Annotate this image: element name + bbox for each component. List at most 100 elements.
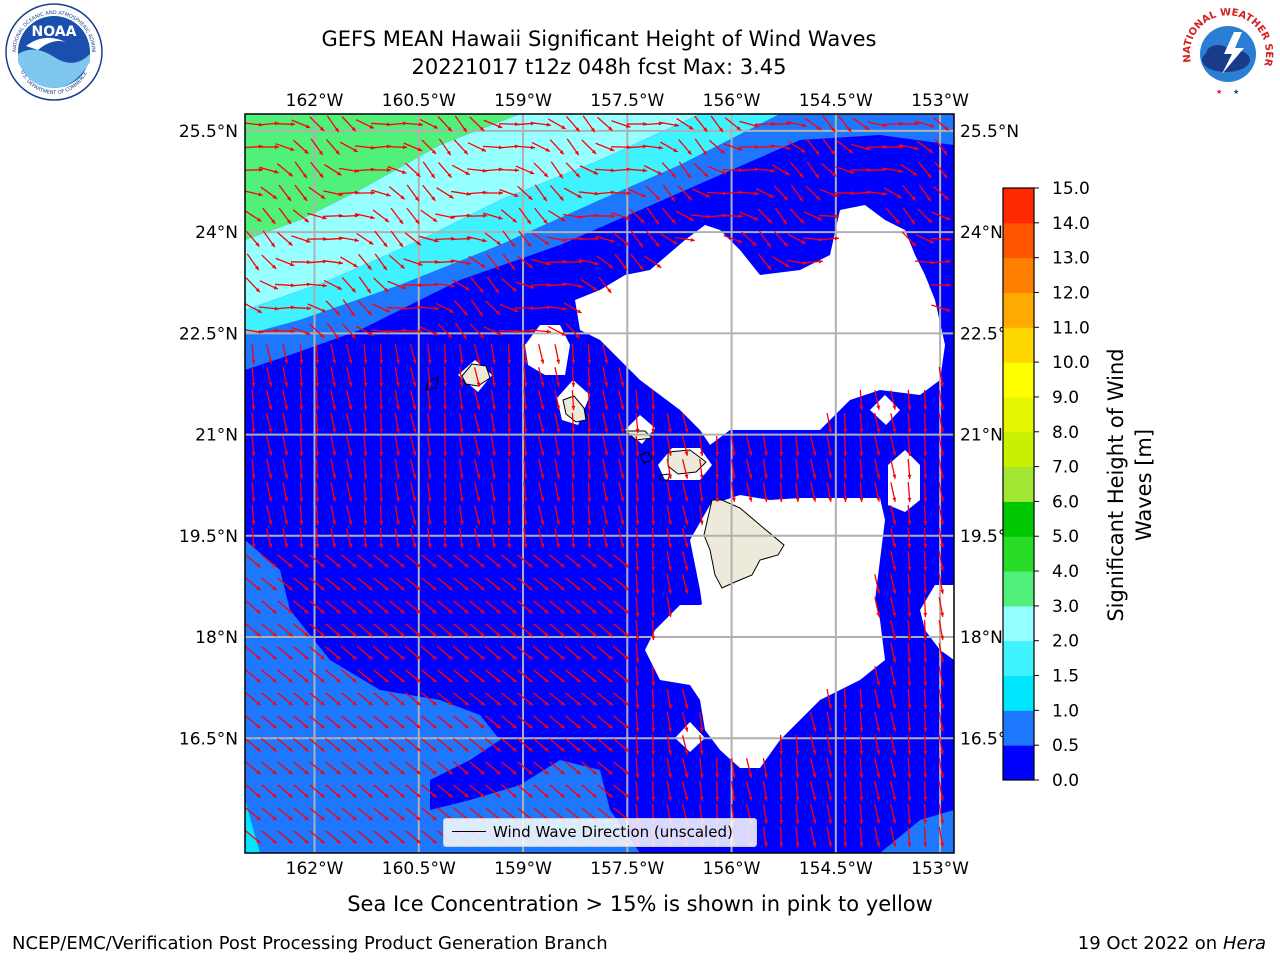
wind-wave-arrowhead: [416, 241, 421, 246]
wind-wave-arrowhead: [946, 283, 951, 288]
wind-wave-arrowhead: [507, 474, 512, 479]
wind-wave-arrowhead: [748, 773, 753, 778]
map-title: GEFS MEAN Hawaii Significant Height of W…: [321, 27, 877, 51]
wind-wave-arrowhead: [256, 816, 261, 821]
wind-wave-arrowhead: [299, 520, 304, 525]
wind-wave-arrowhead: [480, 263, 486, 268]
wind-wave-arrowhead: [763, 451, 768, 456]
wind-wave-arrowhead: [942, 173, 947, 179]
wind-wave-arrowhead: [812, 750, 817, 755]
wind-wave-arrowhead: [256, 586, 261, 591]
wind-wave-arrowhead: [462, 334, 467, 340]
wind-wave-arrowhead: [540, 451, 545, 456]
wind-wave-arrowhead: [432, 770, 437, 775]
lat-label-left: 18°N: [195, 628, 238, 648]
wind-wave-arrowhead: [815, 150, 820, 155]
wind-wave-arrowhead: [578, 284, 583, 289]
wind-wave-arrowhead: [684, 451, 689, 456]
wind-wave-arrowhead: [843, 474, 848, 479]
wind-wave-arrowhead: [560, 793, 565, 798]
wind-wave-arrowhead: [268, 359, 273, 364]
wind-wave-arrowhead: [720, 149, 725, 154]
wind-wave-arrowhead: [492, 359, 496, 364]
wind-wave-arrowhead: [592, 609, 597, 614]
wind-wave-arrowhead: [332, 497, 337, 502]
wind-wave-arrowhead: [288, 747, 293, 752]
wind-wave-arrowhead: [432, 724, 437, 729]
wind-wave-arrowhead: [684, 566, 689, 571]
wind-wave-arrowhead: [512, 770, 517, 775]
colorbar-tick-label: 5.0: [1052, 527, 1079, 547]
wind-wave-arrowhead: [320, 632, 325, 637]
wind-wave-arrowhead: [544, 678, 549, 683]
wind-wave-arrowhead: [284, 543, 289, 548]
wind-wave-arrowhead: [512, 287, 517, 292]
wind-wave-arrowhead: [348, 474, 353, 479]
wind-wave-arrowhead: [892, 497, 897, 502]
wind-wave-arrowhead: [526, 219, 531, 225]
wind-wave-arrowhead: [368, 632, 373, 637]
island-niihau: [425, 376, 439, 391]
colorbar-tick-label: 13.0: [1052, 249, 1090, 269]
wind-wave-arrowhead: [512, 793, 517, 798]
wind-wave-arrowhead: [368, 655, 373, 660]
wind-wave-arrowhead: [304, 218, 309, 223]
island-hawaii: [703, 499, 785, 589]
wind-wave-arrowhead: [271, 219, 276, 224]
wind-wave-arrowhead: [412, 359, 417, 364]
wind-wave-arrowhead: [940, 589, 945, 594]
wind-wave-arrowhead: [448, 632, 453, 637]
wind-wave-arrowhead: [540, 359, 545, 364]
wind-wave-arrowhead: [288, 609, 293, 614]
wind-wave-arrowhead: [449, 194, 454, 199]
wind-wave-arrowhead: [843, 428, 848, 433]
wind-wave-arrowhead: [668, 589, 672, 594]
wind-wave-arrowhead: [401, 285, 407, 289]
wind-wave-arrowhead: [940, 543, 945, 548]
wind-wave-arrowhead: [432, 678, 437, 683]
wind-wave-arrowhead: [699, 796, 704, 801]
wind-wave-arrowhead: [592, 701, 597, 706]
wind-wave-arrowhead: [512, 701, 517, 706]
wind-wave-arrowhead: [270, 242, 275, 248]
wind-wave-arrowhead: [336, 724, 341, 729]
wind-wave-arrowhead: [352, 747, 357, 752]
wind-wave-arrowhead: [396, 474, 400, 479]
wind-wave-arrowhead: [684, 773, 689, 778]
wind-wave-arrowhead: [510, 265, 515, 271]
wind-wave-arrowhead: [268, 451, 273, 456]
lon-label-bottom: 159°W: [494, 859, 552, 879]
wind-wave-arrowhead: [635, 704, 640, 709]
wind-wave-arrowhead: [479, 333, 484, 339]
wind-wave-arrowhead: [363, 451, 368, 456]
wind-wave-arrowhead: [336, 609, 341, 614]
wind-wave-arrowhead: [928, 148, 934, 153]
wind-wave-arrowhead: [561, 332, 566, 336]
wind-wave-arrowhead: [299, 497, 304, 502]
wind-wave-arrowhead: [892, 750, 897, 755]
wind-wave-arrowhead: [571, 520, 576, 525]
wind-wave-arrowhead: [892, 773, 897, 778]
wind-wave-arrowhead: [562, 306, 567, 311]
wind-wave-arrowhead: [528, 195, 533, 200]
wind-wave-arrowhead: [895, 219, 900, 224]
wind-wave-arrowhead: [369, 332, 374, 336]
wind-wave-arrowhead: [828, 497, 833, 502]
wind-wave-arrowhead: [416, 655, 421, 660]
wind-wave-arrowhead: [492, 382, 496, 387]
wind-wave-arrowhead: [620, 474, 625, 479]
wind-wave-arrowhead: [268, 520, 273, 525]
wind-wave-arrowhead: [876, 773, 881, 778]
wind-wave-arrowhead: [288, 172, 293, 177]
wind-wave-arrowhead: [383, 287, 389, 292]
wind-wave-arrowhead: [828, 474, 833, 479]
wind-wave-arrowhead: [288, 816, 293, 821]
wind-wave-arrowhead: [479, 126, 485, 131]
wind-wave-arrowhead: [587, 497, 592, 502]
wind-wave-arrowhead: [480, 655, 485, 660]
wind-wave-arrowhead: [625, 216, 631, 220]
wind-wave-arrowhead: [288, 632, 293, 637]
wind-wave-arrowhead: [315, 428, 320, 433]
wind-wave-arrowhead: [272, 793, 277, 798]
wind-wave-arrowhead: [304, 701, 309, 706]
